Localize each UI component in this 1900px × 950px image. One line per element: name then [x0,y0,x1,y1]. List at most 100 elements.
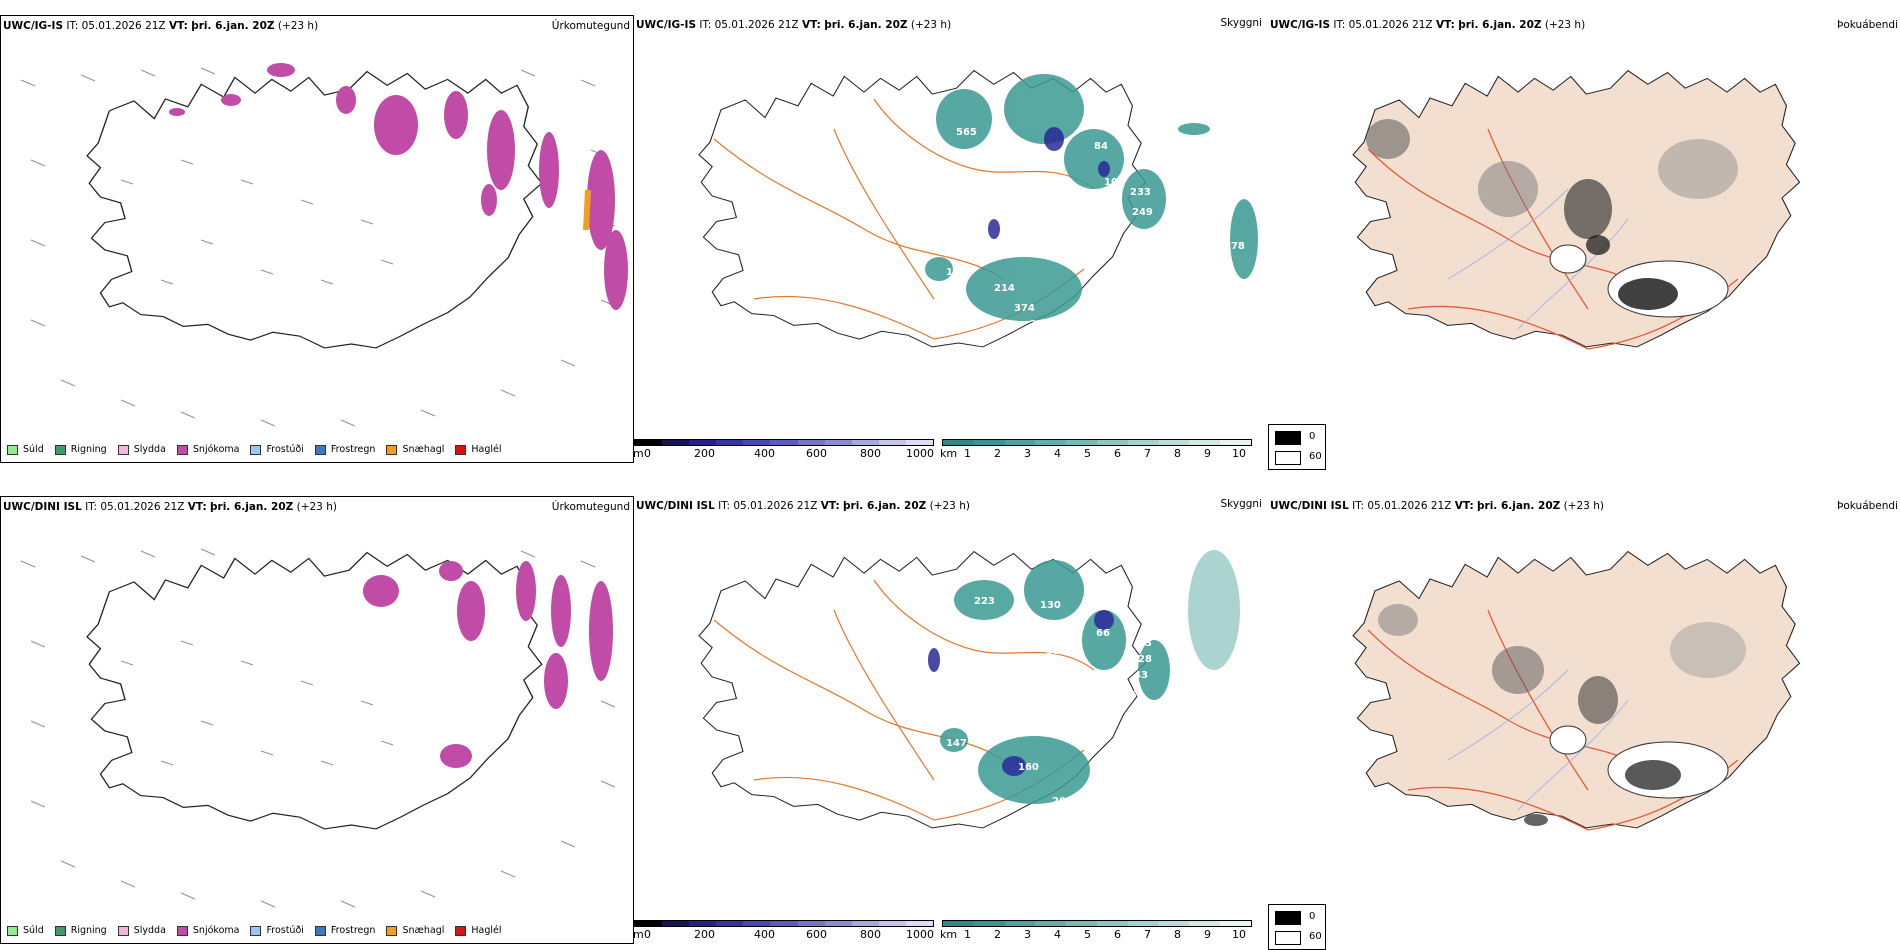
svg-text:233: 233 [1130,187,1151,198]
svg-text:66: 66 [1096,628,1110,639]
colorbar-segment [1004,921,1036,926]
svg-text:158: 158 [946,267,967,278]
colorbar-segment [797,921,825,926]
fog-panel-row1: UWC/IG-IS IT: 05.01.2026 21Z VT: þri. 6.… [1268,15,1900,463]
legend-item: Rigning [54,444,107,455]
precip-map [20,548,616,908]
fog-index-shading [1378,604,1746,826]
fog-legend: 0 60 [1268,424,1326,470]
svg-text:580: 580 [1138,241,1159,252]
colorbar-segment [1220,440,1251,445]
svg-text:160: 160 [1018,762,1039,773]
precip-panel-row2: UWC/DINI ISL IT: 05.01.2026 21Z VT: þri.… [0,496,634,944]
svg-text:374: 374 [1014,303,1035,314]
low-visibility-areas [940,550,1240,804]
legend-item: Slydda [117,444,166,455]
colorbar-segment [1096,440,1128,445]
low-visibility-areas [925,74,1258,321]
colorbar-segment [635,440,663,445]
panel-header: UWC/DINI ISL IT: 05.01.2026 21Z VT: þri.… [1270,500,1604,512]
svg-text:59: 59 [1130,690,1144,701]
svg-text:565: 565 [956,127,977,138]
legend-item: Snæhagl [386,925,444,936]
colorbar-segment [943,440,974,445]
colorbar-segment [662,440,690,445]
legend-item: Snjókoma [176,444,239,455]
panel-title: Skyggni [1220,17,1263,29]
svg-text:43: 43 [1134,670,1148,681]
panel-title: Skyggni [1220,498,1263,510]
colorbar-segment [905,440,934,445]
panel-header: UWC/IG-IS IT: 05.01.2026 21Z VT: þri. 6.… [1270,19,1586,31]
legend-item: Frostúði [250,925,304,936]
fog-panel-row2: UWC/DINI ISL IT: 05.01.2026 21Z VT: þri.… [1268,496,1900,944]
colorbar-segment [1189,440,1221,445]
svg-text:28: 28 [1138,654,1152,665]
colorbar-segment [770,440,798,445]
visibility-map: 565 84 106 233 249 580 878 158 214 374 2… [698,70,1258,348]
colorbar-segment [973,440,1005,445]
visibility-map: 223 130 18 354 66 33 28 43 59 147 160 20… [698,550,1240,829]
visibility-panel-row2: UWC/DINI ISL IT: 05.01.2026 21Z VT: þri.… [633,496,1326,950]
panel-header: UWC/IG-IS IT: 05.01.2026 21Z VT: þri. 6.… [636,19,952,31]
colorbar-segment [1035,440,1067,445]
svg-text:18: 18 [1086,596,1100,607]
svg-text:106: 106 [1104,177,1125,188]
panel-title: Úrkomutegund [551,20,630,32]
svg-text:354: 354 [1046,646,1067,657]
legend-item: Rigning [54,925,107,936]
precip-legend: Súld Rigning Slydda Snjókoma Frostúði Fr… [7,925,502,936]
colorbar-segment [943,921,974,926]
snow-areas [169,63,628,310]
colorbar-segment [689,921,717,926]
panel-header: UWC/DINI ISL IT: 05.01.2026 21Z VT: þri.… [3,501,337,513]
legend-item: Súld [7,444,44,455]
legend-item: Snjókoma [176,925,239,936]
colorbar-segment [1004,440,1036,445]
colorbar-segment [743,921,771,926]
colorbar-segment [1066,921,1097,926]
svg-text:249: 249 [1132,207,1153,218]
fog-map [1352,551,1801,831]
precip-panel-row1: UWC/IG-IS IT: 05.01.2026 21Z VT: þri. 6.… [0,15,634,463]
svg-text:147: 147 [946,738,967,749]
colorbar-segment [1127,921,1159,926]
svg-text:203: 203 [1052,796,1073,807]
panel-header: UWC/IG-IS IT: 05.01.2026 21Z VT: þri. 6.… [3,20,319,32]
elevation-labels: 223 130 18 354 66 33 28 43 59 147 160 20… [946,596,1152,807]
colorbar-segment [1158,440,1190,445]
colorbar-segment [797,440,825,445]
colorbar-segment [973,921,1005,926]
precip-map [20,63,628,427]
fog-legend: 0 60 [1268,904,1326,950]
colorbar-segment [824,921,852,926]
legend-item: Frostregn [314,444,375,455]
colorbar-segment [905,921,934,926]
snow-areas [363,561,613,768]
legend-item: Súld [7,925,44,936]
colorbar-segment [716,921,744,926]
colorbar-segment [1066,440,1097,445]
fog-index-shading [1366,119,1738,318]
legend-item: Haglél [455,444,502,455]
svg-text:223: 223 [974,596,995,607]
colorbar-segment [662,921,690,926]
colorbar-segment [851,440,879,445]
panel-title: Þokuábendi [1837,19,1898,31]
model-name: UWC/IG-IS [3,20,64,32]
svg-text:130: 130 [1040,600,1061,611]
colorbar-segment [770,921,798,926]
legend-item: Frostúði [250,444,304,455]
elevation-labels: 565 84 106 233 249 580 878 158 214 374 2… [946,127,1245,330]
colorbar-segment [878,440,906,445]
legend-item: Frostregn [314,925,375,936]
legend-item: Haglél [455,925,502,936]
colorbar-segment [851,921,879,926]
svg-text:214: 214 [994,283,1015,294]
colorbar-segment [1096,921,1128,926]
panel-title: Þokuábendi [1837,500,1898,512]
svg-text:245: 245 [1092,776,1113,787]
legend-item: Slydda [117,925,166,936]
svg-text:84: 84 [1094,141,1108,152]
colorbar-segment [743,440,771,445]
